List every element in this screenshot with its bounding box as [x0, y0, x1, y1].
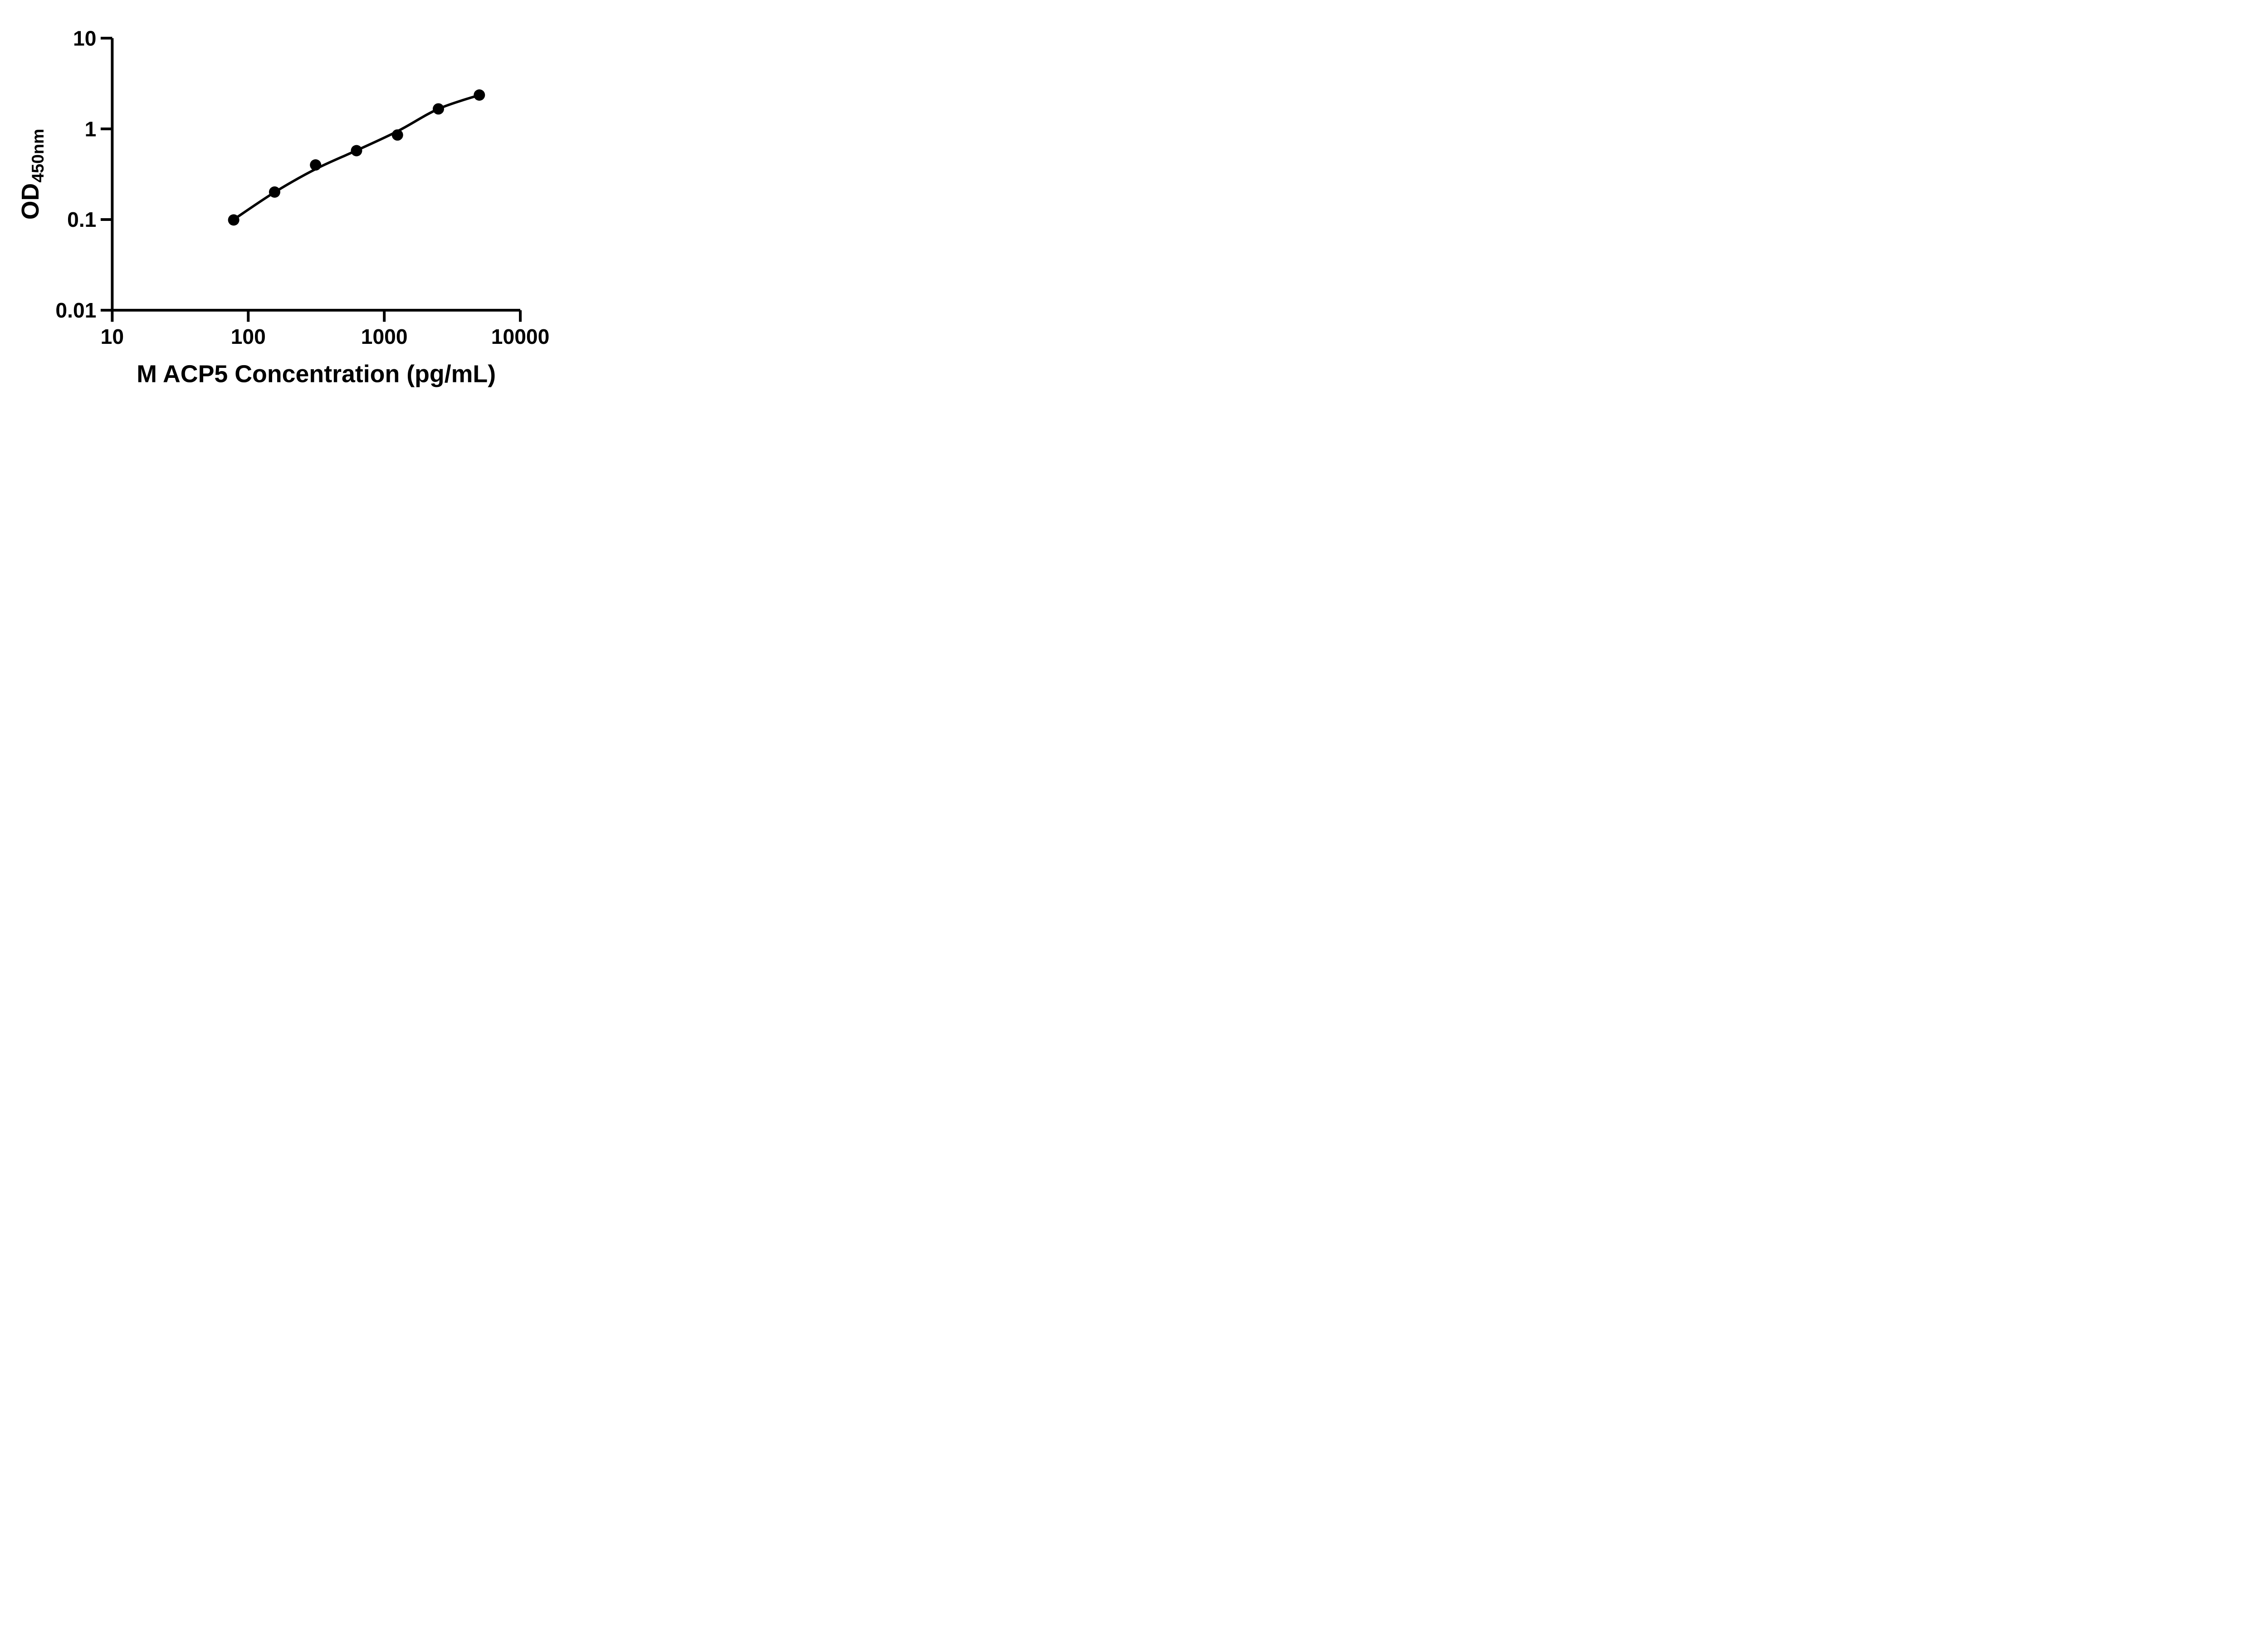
data-point: [433, 103, 445, 115]
x-tick-label: 10000: [491, 325, 550, 348]
y-axis-label-subscript: 450nm: [28, 129, 47, 183]
data-point: [391, 129, 403, 141]
axes: [111, 38, 521, 312]
y-tick-label: 0.01: [55, 298, 96, 322]
y-tick-label: 10: [73, 26, 96, 50]
x-tick-label: 100: [231, 325, 266, 348]
x-tick-label: 10: [101, 325, 124, 348]
x-axis-ticks: 10 100 1000 10000: [101, 310, 550, 348]
y-tick-label: 1: [85, 117, 97, 141]
axis-spine: [111, 38, 521, 312]
x-tick-label: 1000: [361, 325, 408, 348]
fit-curve: [233, 93, 480, 221]
y-tick-label: 0.1: [67, 208, 96, 231]
fit-curve-path: [233, 93, 480, 221]
data-point: [269, 186, 280, 198]
data-point: [310, 159, 322, 171]
data-point: [228, 214, 240, 226]
data-point: [474, 89, 485, 101]
x-axis-label: M ACP5 Concentration (pg/mL): [137, 360, 496, 387]
elisa-standard-curve-figure: 10 1 0.1 0.01 10 100 1000 10000 M ACP5 Concent…: [0, 0, 583, 408]
data-points: [228, 89, 485, 226]
y-axis-ticks: 10 1 0.1 0.01: [55, 26, 112, 322]
y-axis-label: OD 450nm: [17, 129, 47, 220]
data-point: [351, 145, 362, 156]
chart-svg: 10 1 0.1 0.01 10 100 1000 10000 M ACP5 Concent…: [17, 26, 550, 387]
y-axis-label-main: OD: [17, 183, 44, 220]
